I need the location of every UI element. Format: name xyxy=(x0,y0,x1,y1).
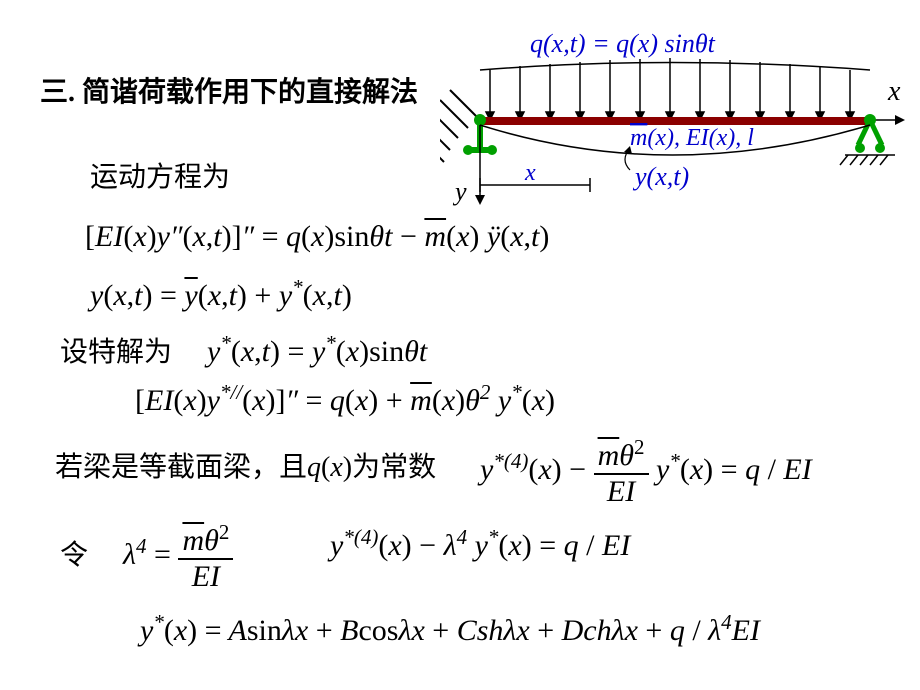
x-axis-label: x xyxy=(887,76,901,107)
beam xyxy=(480,117,870,125)
uniform-beam-line: 若梁是等截面梁，且q(x)为常数 xyxy=(55,445,436,485)
let-label: 令 xyxy=(60,540,88,571)
y-axis-label: y xyxy=(452,177,467,206)
x-dim-label: x xyxy=(524,160,536,186)
motion-eq-label: 运动方程为 xyxy=(90,155,230,195)
section-heading: 三. 简谐荷载作用下的直接解法 xyxy=(40,70,418,110)
particular-label: 设特解为 xyxy=(60,337,172,368)
equation-4: [EI(x)y*//(x)]″ = q(x) + m(x)θ2 y*(x) xyxy=(135,380,555,418)
load-arrows xyxy=(486,58,854,120)
particular-line: 设特解为 y*(x,t) = y*(x)sinθt xyxy=(60,330,427,370)
equation-6: λ4 = mθ2 EI xyxy=(123,538,233,571)
uniform-label-1: 若梁是等截面梁，且 xyxy=(55,452,307,483)
beam-diagram: q(x,t) = q(x) sinθt x xyxy=(440,30,910,210)
equation-8: y*(x) = Asinλx + Bcosλx + Cshλx + Dchλx … xyxy=(140,610,760,648)
y-axis-arrow xyxy=(475,195,485,205)
uniform-label-2: 为常数 xyxy=(352,452,436,483)
equation-2: y(x,t) = y(x,t) + y*(x,t) xyxy=(90,275,352,313)
disp-label: y(x,t) xyxy=(632,162,689,191)
load-curve xyxy=(480,63,870,71)
load-equation-text: q(x,t) = q(x) sinθt xyxy=(530,30,716,58)
equation-7: y*(4)(x) − λ4 y*(x) = q / EI xyxy=(330,525,630,563)
equation-5: y*(4)(x) − mθ2 EI y*(x) = q / EI xyxy=(480,435,812,509)
equation-1: [EI(x)y″(x,t)]″ = q(x)sinθt − m(x) ÿ(x,t… xyxy=(85,220,549,254)
let-line: 令 λ4 = mθ2 EI xyxy=(60,520,233,594)
equation-3: y*(x,t) = y*(x)sinθt xyxy=(207,335,427,368)
beam-props-text: m(x), EI(x), l xyxy=(630,125,754,151)
x-axis-arrow xyxy=(895,115,905,125)
